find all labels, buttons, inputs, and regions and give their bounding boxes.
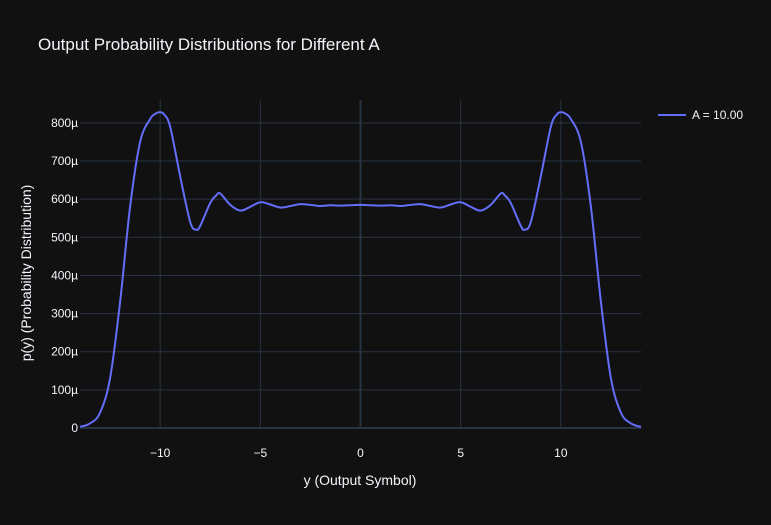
legend-label: A = 10.00 <box>692 108 743 122</box>
zero-lines <box>80 100 641 429</box>
series-layer <box>79 111 642 428</box>
legend[interactable]: A = 10.00 <box>658 108 743 122</box>
y-tick-label: 600µ <box>51 192 78 206</box>
series-line[interactable] <box>79 111 642 428</box>
y-tick-label: 800µ <box>51 116 78 130</box>
x-axis-title: y (Output Symbol) <box>304 472 417 488</box>
y-tick-label: 500µ <box>51 230 78 244</box>
x-tick-label: 0 <box>357 446 364 460</box>
y-axis-title: p(y) (Probability Distribution) <box>18 185 34 362</box>
x-tick-label: −5 <box>253 446 267 460</box>
y-tick-label: 100µ <box>51 383 78 397</box>
x-tick-label: 10 <box>554 446 568 460</box>
chart-title: Output Probability Distributions for Dif… <box>38 35 380 54</box>
y-tick-label: 0 <box>71 421 78 435</box>
y-tick-label: 700µ <box>51 154 78 168</box>
y-tick-label: 300µ <box>51 307 78 321</box>
x-axis-ticks: −10 −5 0 5 10 <box>150 446 568 460</box>
x-tick-label: 5 <box>457 446 464 460</box>
y-tick-label: 400µ <box>51 268 78 282</box>
y-axis-ticks: 0 100µ 200µ 300µ 400µ 500µ 600µ 700µ 800µ <box>51 116 78 435</box>
y-tick-label: 200µ <box>51 345 78 359</box>
x-tick-label: −10 <box>150 446 171 460</box>
